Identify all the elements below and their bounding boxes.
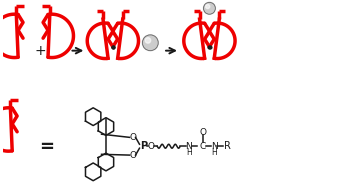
Text: H: H bbox=[212, 148, 217, 157]
Text: H: H bbox=[186, 148, 192, 157]
Text: O: O bbox=[148, 142, 155, 151]
Text: N: N bbox=[211, 142, 218, 151]
Circle shape bbox=[203, 2, 215, 14]
Circle shape bbox=[142, 35, 158, 51]
Text: +: + bbox=[34, 44, 46, 58]
Text: N: N bbox=[185, 142, 192, 151]
Text: O: O bbox=[199, 128, 206, 137]
Text: C: C bbox=[199, 142, 206, 151]
Text: P: P bbox=[140, 141, 147, 151]
Circle shape bbox=[145, 38, 151, 43]
Text: O: O bbox=[129, 151, 136, 160]
Text: =: = bbox=[39, 138, 54, 156]
Text: R: R bbox=[224, 141, 230, 151]
Text: O: O bbox=[129, 133, 136, 142]
Circle shape bbox=[205, 5, 210, 9]
